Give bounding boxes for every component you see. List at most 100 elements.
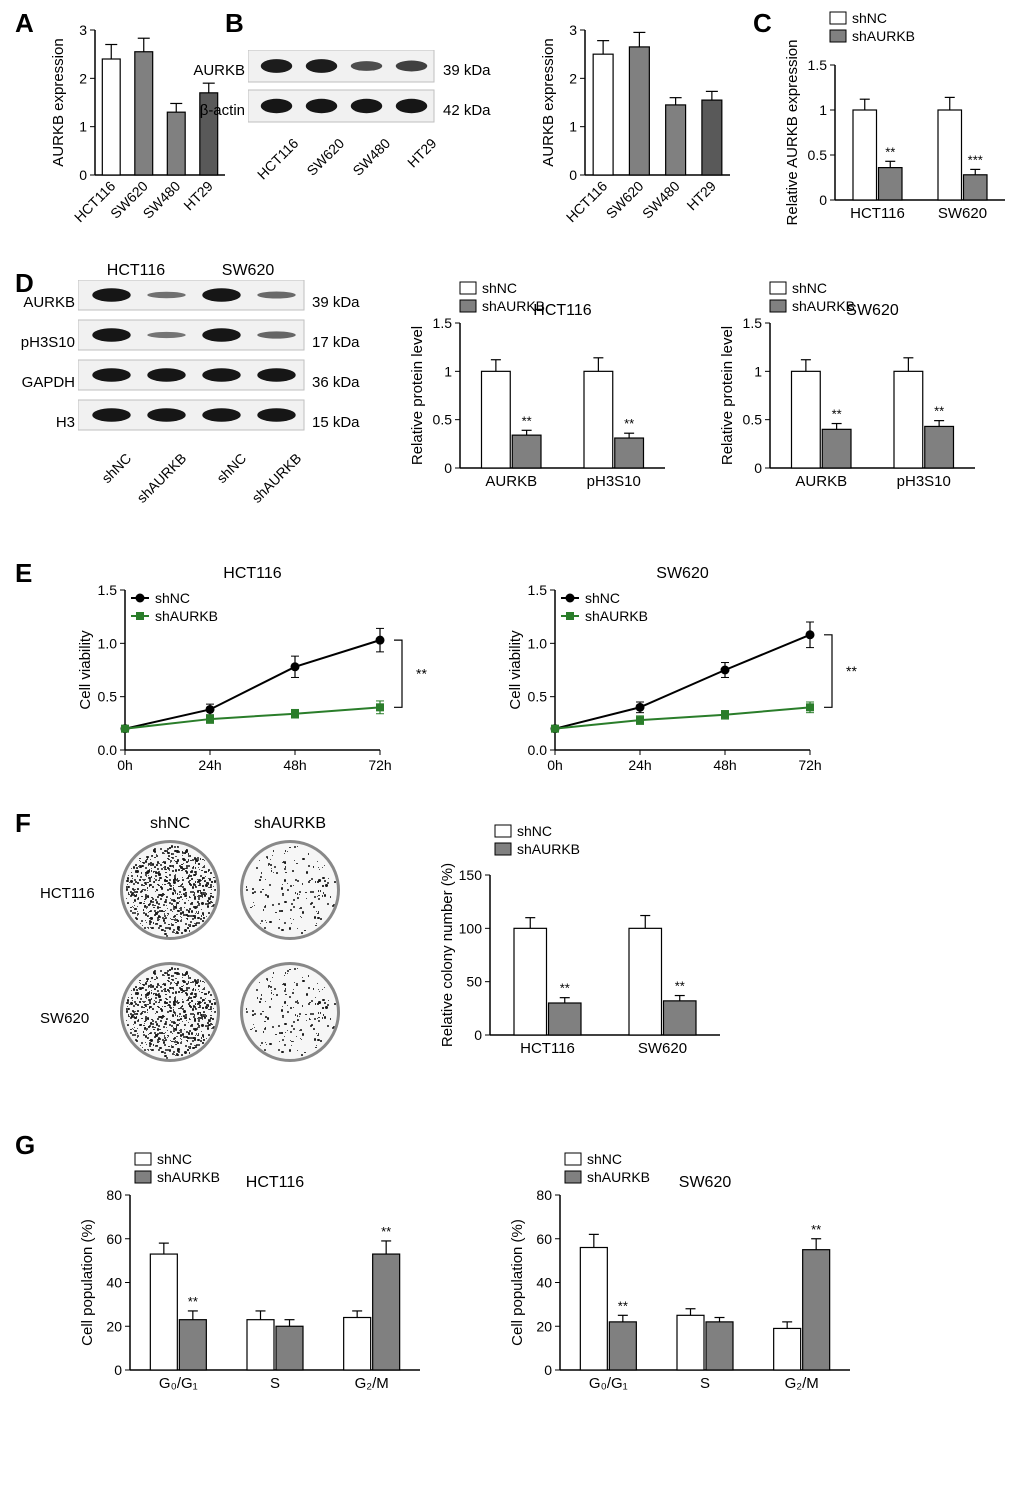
panel-e-chart-sw620: 0.00.51.01.50h24h48h72hCell viabilitySW6… (500, 560, 860, 800)
panel-d-chart-sw620: 00.511.5Relative protein levelSW620**AUR… (710, 268, 1000, 508)
svg-text:SW620: SW620 (656, 565, 709, 582)
svg-text:40: 40 (106, 1275, 122, 1291)
svg-text:0.5: 0.5 (98, 689, 118, 705)
svg-text:3: 3 (79, 22, 87, 38)
svg-text:1.5: 1.5 (808, 57, 828, 73)
blot-group-label: HCT116 (86, 262, 186, 280)
svg-text:shAURKB: shAURKB (792, 298, 855, 314)
svg-text:Relative protein level: Relative protein level (409, 326, 426, 465)
svg-text:HCT116: HCT116 (850, 205, 905, 222)
svg-text:G₂/M: G₂/M (355, 1375, 389, 1392)
svg-text:HCT116: HCT116 (520, 1040, 575, 1057)
svg-text:S: S (270, 1375, 280, 1392)
svg-text:shNC: shNC (585, 590, 620, 606)
svg-text:**: ** (188, 1294, 198, 1309)
svg-text:Cell viability: Cell viability (507, 630, 524, 710)
panel-label-c: C (753, 8, 772, 39)
lane-label: HCT116 (254, 135, 301, 182)
lane-label: shNC (213, 450, 249, 486)
svg-text:SW620: SW620 (679, 1174, 732, 1191)
svg-text:shAURKB: shAURKB (157, 1169, 220, 1185)
svg-text:40: 40 (536, 1275, 552, 1291)
svg-text:0: 0 (544, 1362, 552, 1378)
svg-text:**: ** (624, 416, 634, 431)
svg-text:1: 1 (444, 363, 452, 379)
svg-text:HCT116: HCT116 (71, 178, 119, 226)
svg-text:AURKB: AURKB (795, 473, 847, 490)
svg-text:HCT116: HCT116 (223, 565, 281, 582)
svg-text:shNC: shNC (587, 1151, 622, 1167)
svg-text:shAURKB: shAURKB (155, 608, 218, 624)
svg-text:3: 3 (569, 22, 577, 38)
panel-label-e: E (15, 558, 32, 589)
svg-text:1.5: 1.5 (743, 315, 763, 331)
lane-label: SW620 (304, 135, 348, 179)
blot-row-label: H3 (5, 414, 75, 431)
svg-text:shNC: shNC (157, 1151, 192, 1167)
plate-hct116-shaurkb (240, 840, 340, 940)
svg-text:SW620: SW620 (938, 205, 987, 222)
svg-text:1: 1 (569, 119, 577, 135)
svg-text:shNC: shNC (852, 10, 887, 26)
svg-text:AURKB: AURKB (485, 473, 537, 490)
svg-text:shAURKB: shAURKB (585, 608, 648, 624)
kda-label: 42 kDa (443, 102, 491, 119)
svg-text:HCT116: HCT116 (246, 1174, 304, 1191)
svg-text:AURKB expression: AURKB expression (540, 38, 557, 166)
svg-text:1: 1 (79, 119, 87, 135)
svg-text:0: 0 (444, 460, 452, 476)
svg-text:80: 80 (536, 1187, 552, 1203)
svg-text:***: *** (968, 152, 983, 167)
kda-label: 36 kDa (312, 374, 360, 391)
svg-text:0h: 0h (547, 757, 563, 773)
lane-label: SW480 (350, 135, 394, 179)
svg-text:shAURKB: shAURKB (587, 1169, 650, 1185)
svg-text:shNC: shNC (517, 823, 552, 839)
svg-text:AURKB expression: AURKB expression (50, 38, 67, 166)
svg-text:0: 0 (474, 1027, 482, 1043)
svg-text:**: ** (416, 666, 427, 682)
svg-text:1.5: 1.5 (528, 582, 548, 598)
svg-text:SW620: SW620 (603, 178, 647, 222)
svg-text:Relative AURKB expression: Relative AURKB expression (784, 40, 801, 226)
svg-text:Relative colony number (%): Relative colony number (%) (439, 863, 456, 1047)
plate-sw620-shaurkb (240, 962, 340, 1062)
svg-text:shAURKB: shAURKB (852, 28, 915, 44)
svg-text:Cell population (%): Cell population (%) (509, 1219, 526, 1346)
plate-sw620-shnc (120, 962, 220, 1062)
svg-text:2: 2 (569, 70, 577, 86)
kda-label: 39 kDa (312, 294, 360, 311)
svg-text:0: 0 (79, 167, 87, 183)
svg-text:0.5: 0.5 (433, 412, 453, 428)
svg-text:0.5: 0.5 (808, 147, 828, 163)
svg-text:24h: 24h (198, 757, 221, 773)
svg-text:1: 1 (754, 363, 762, 379)
lane-label: shAURKB (133, 450, 189, 506)
blot-row-label: AURKB (5, 294, 75, 311)
blot-row-label: β-actin (190, 102, 245, 119)
svg-text:80: 80 (106, 1187, 122, 1203)
kda-label: 15 kDa (312, 414, 360, 431)
panel-f-chart: 050100150Relative colony number (%)**HCT… (420, 820, 760, 1080)
svg-text:G₀/G₁: G₀/G₁ (589, 1375, 628, 1392)
svg-text:**: ** (560, 981, 570, 996)
blot-group-label: SW620 (198, 262, 298, 280)
svg-text:shNC: shNC (155, 590, 190, 606)
svg-text:SW480: SW480 (140, 178, 184, 222)
svg-text:Cell viability: Cell viability (77, 630, 94, 710)
panel-g-chart-hct116: 020406080Cell population (%)HCT116**G₀/G… (70, 1135, 450, 1415)
lane-label: shAURKB (248, 450, 304, 506)
svg-text:72h: 72h (798, 757, 821, 773)
svg-text:0: 0 (569, 167, 577, 183)
svg-text:SW480: SW480 (639, 178, 683, 222)
panel-e-chart-hct116: 0.00.51.01.50h24h48h72hCell viabilityHCT… (70, 560, 430, 800)
svg-text:shAURKB: shAURKB (517, 841, 580, 857)
svg-text:100: 100 (459, 920, 483, 936)
svg-text:1.0: 1.0 (98, 635, 118, 651)
svg-text:shNC: shNC (482, 280, 517, 296)
svg-text:0.0: 0.0 (528, 742, 548, 758)
svg-text:1.0: 1.0 (528, 635, 548, 651)
blot-row-label: GAPDH (5, 374, 75, 391)
lane-label: shNC (98, 450, 134, 486)
svg-text:G₂/M: G₂/M (785, 1375, 819, 1392)
